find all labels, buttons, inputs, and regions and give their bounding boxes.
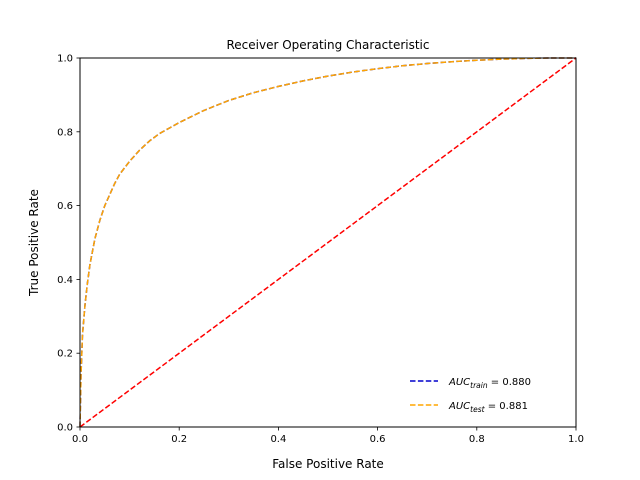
y-tick-label: 0.8 — [57, 127, 73, 138]
x-tick-label: 0.2 — [171, 434, 187, 445]
legend-sub: train — [470, 381, 488, 390]
plot-area — [79, 57, 577, 428]
x-tick-label: 0.8 — [469, 434, 485, 445]
axis-ticks: 0.0 0.2 0.4 0.6 0.8 1.0 0.0 0.2 0.4 0.6 0.8 1.0 — [57, 54, 584, 446]
x-tick-label: 0.6 — [370, 434, 386, 445]
y-tick-label: 1.0 — [57, 54, 73, 65]
y-tick-label: 0.4 — [57, 275, 73, 286]
legend-value: = 0.881 — [485, 401, 528, 412]
y-tick-label: 0.2 — [57, 349, 73, 360]
x-tick-label: 0.0 — [72, 434, 88, 445]
reference-diagonal-line — [79, 57, 577, 428]
series-line-test — [79, 57, 576, 428]
chart-title: Receiver Operating Characteristic — [226, 38, 429, 52]
legend-entry-train: AUCtrain = 0.880 — [448, 377, 531, 390]
legend-main: AUC — [448, 401, 470, 412]
y-axis-label: True Positive Rate — [27, 189, 41, 297]
axes-frame — [79, 57, 577, 428]
x-axis-label: False Positive Rate — [272, 457, 384, 471]
x-tick-label: 0.4 — [270, 434, 286, 445]
y-tick-label: 0.0 — [57, 423, 73, 434]
y-tick-label: 0.6 — [57, 201, 73, 212]
legend-main: AUC — [448, 377, 470, 388]
x-tick-label: 1.0 — [568, 434, 584, 445]
legend-sub: test — [470, 405, 485, 414]
legend-value: = 0.880 — [488, 377, 531, 388]
legend-entry-test: AUCtest = 0.881 — [448, 401, 528, 414]
